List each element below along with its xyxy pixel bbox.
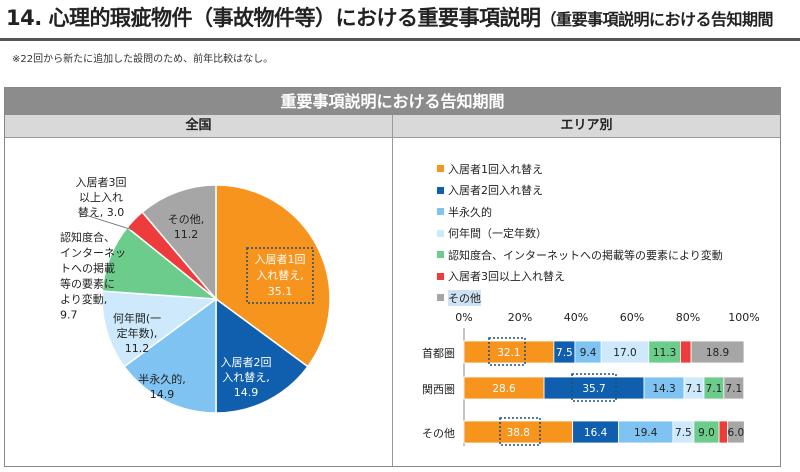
bar-data-label: 19.4 [634, 427, 658, 439]
pie-slice [215, 184, 331, 368]
legend-item: 何年間（一定年数） [437, 223, 723, 245]
bar-data-label: 18.9 [706, 347, 729, 359]
bar-data-label: 35.7 [582, 383, 605, 395]
bar-data-label: 9.0 [698, 427, 715, 439]
legend-item: 入居者1回入れ替え [437, 158, 723, 180]
pie-slice-label: 半永久的, [138, 372, 186, 386]
legend: 入居者1回入れ替え 入居者2回入れ替え 半永久的何年間（一定年数） 認知度合、インター… [437, 158, 723, 309]
pie-slice-label: 以上入れ [79, 191, 123, 204]
pie-slice-label: 14.9 [150, 388, 175, 401]
pie-slice-label: 等の要素に [60, 277, 115, 291]
pie-slice-label: 11.2 [174, 228, 199, 241]
legend-item: 入居者3回以上入れ替え [437, 266, 723, 288]
legend-label: 認知度合、インターネットへの掲載等の要素により変動 [448, 248, 723, 262]
survey-note: ※22回から新たに追加した設問のため、前年比較はなし。 [12, 54, 274, 65]
pie-slice-label: トへの掲載 [60, 261, 115, 275]
legend-swatch [437, 251, 444, 259]
pie-slice-label: 入居者3回 [76, 176, 127, 189]
pie-slice [141, 184, 217, 302]
bar-data-label: 6.0 [728, 427, 745, 439]
legend-item: 認知度合、インターネットへの掲載等の要素により変動 [437, 244, 723, 266]
legend-label: 入居者2回入れ替え [448, 184, 543, 198]
legend-item: その他 [437, 287, 723, 309]
pie-slice-label: その他, [168, 213, 205, 226]
page-title-sub: （重要事項説明における告知期間 [540, 10, 774, 29]
bar-data-label: 9.4 [580, 347, 597, 359]
pie-leader-line [78, 212, 134, 231]
pie-slice-label: 14.9 [234, 386, 259, 399]
pie-slice-label: インターネッ [60, 247, 126, 260]
x-tick-label: 60% [620, 311, 644, 324]
title-rule [0, 38, 800, 41]
pie-slice [123, 297, 217, 414]
category-label: その他 [422, 427, 455, 440]
bar-data-label: 7.1 [706, 383, 723, 395]
pie-slice-label: 定年数), [117, 326, 158, 340]
category-label: 首都圏 [422, 346, 455, 360]
highlight-box [571, 373, 617, 402]
x-tick-label: 20% [508, 311, 532, 324]
panel-header-national: 全国 [5, 115, 392, 138]
pie-slice-label: 入れ替え, [256, 268, 304, 282]
pie-slice-label: 入れ替え, [222, 370, 270, 384]
panel-header-area: エリア別 [393, 115, 780, 138]
page-title-main: 14. 心理的瑕疵物件（事故物件等）における重要事項説明 [6, 6, 541, 30]
x-tick-label: 80% [676, 311, 700, 324]
legend-swatch [437, 186, 444, 194]
bar-data-label: 7.5 [675, 427, 692, 439]
bar-data-label: 11.3 [653, 347, 676, 359]
legend-swatch [437, 208, 444, 216]
pie-slice-label: 35.1 [268, 285, 293, 298]
category-label: 関西圏 [422, 383, 455, 396]
pie-slice [101, 290, 219, 368]
bar-data-label: 28.6 [492, 383, 516, 395]
pie-slice-label: より変動, [60, 292, 107, 306]
pie-slice-label: 何年間(一 [113, 311, 161, 325]
highlight-box [499, 417, 541, 446]
pie-slice-label: 11.2 [125, 342, 150, 355]
bar-data-label: 32.1 [497, 347, 520, 359]
x-tick-label: 40% [564, 311, 588, 324]
chart-title: 重要事項説明における告知期間 [5, 88, 780, 115]
bar-data-label: 38.8 [507, 427, 530, 439]
legend-label: 入居者3回以上入れ替え [448, 270, 565, 284]
legend-swatch [437, 294, 444, 302]
panel-divider [392, 115, 393, 466]
x-tick-label: 0% [455, 311, 472, 324]
pie-slice-label: 入居者1回 [255, 253, 306, 266]
bar-segment [727, 420, 745, 444]
bar-data-label: 14.3 [652, 383, 675, 395]
x-tick-label: 100% [728, 311, 759, 324]
pie-slice-label: 9.7 [60, 309, 78, 322]
pie-slice-label: 替え, 3.0 [78, 205, 125, 219]
highlight-box [488, 337, 526, 366]
legend-swatch [437, 272, 444, 280]
bar-data-label: 7.1 [725, 383, 742, 395]
bar-data-label: 7.5 [556, 347, 573, 359]
legend-label: 何年間（一定年数） [448, 227, 547, 241]
bar-segment [718, 420, 728, 444]
pie-slice-label: 認知度合、 [60, 230, 115, 244]
bar-data-label: 17.0 [613, 347, 636, 359]
legend-label: その他 [448, 289, 481, 306]
bar-segment [723, 376, 745, 400]
page-title: 14. 心理的瑕疵物件（事故物件等）における重要事項説明（重要事項説明における告… [6, 2, 774, 32]
legend-label: 入居者1回入れ替え [448, 162, 543, 176]
bar-segment [690, 340, 745, 364]
bar-data-label: 16.4 [584, 427, 608, 439]
bar-segment [680, 340, 692, 364]
pie-slice-label: 入居者2回 [221, 356, 272, 369]
legend-swatch [437, 165, 444, 173]
legend-swatch [437, 229, 444, 237]
legend-label: 半永久的 [448, 205, 492, 219]
bar-data-label: 7.1 [686, 383, 703, 395]
highlight-box [246, 247, 314, 304]
pie-slice [215, 297, 309, 414]
legend-item: 半永久的 [437, 201, 723, 223]
legend-item: 入居者2回入れ替え [437, 180, 723, 202]
